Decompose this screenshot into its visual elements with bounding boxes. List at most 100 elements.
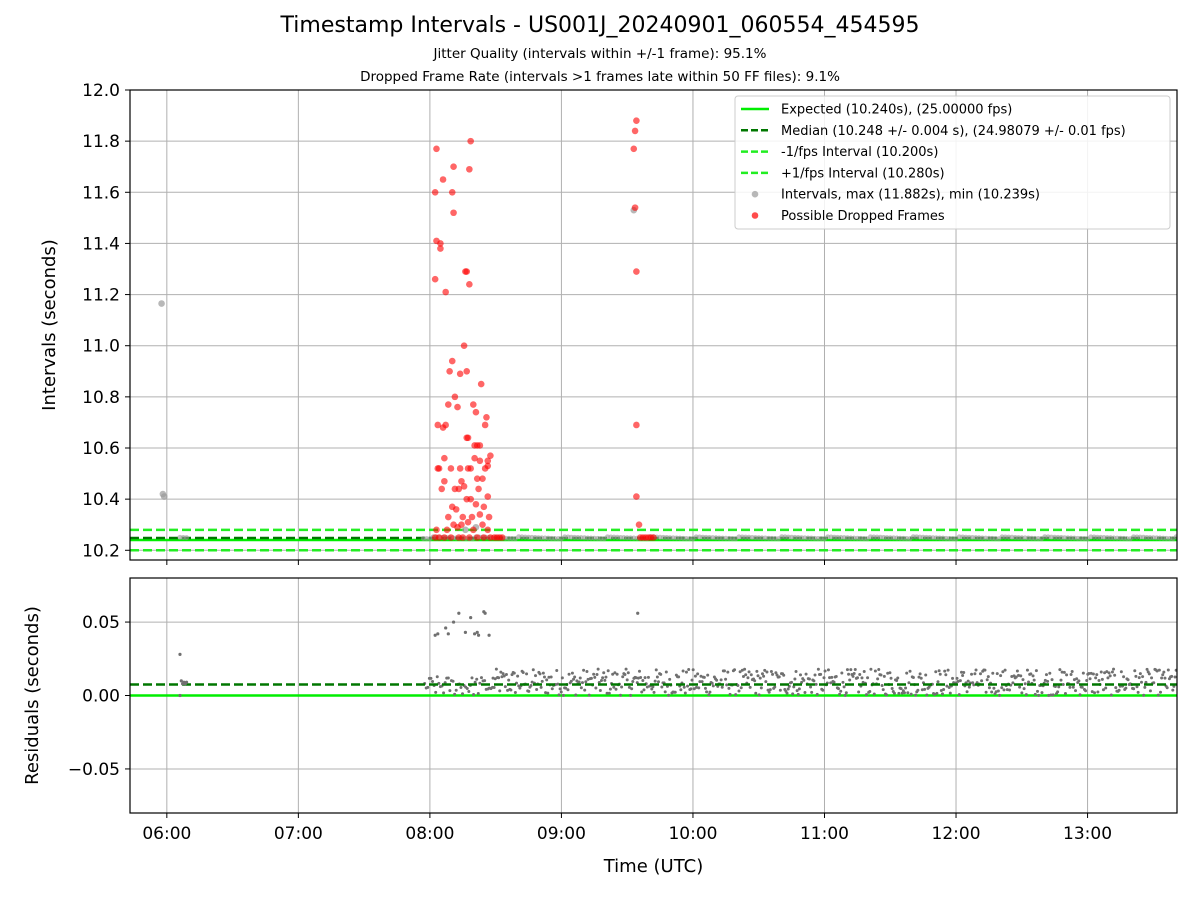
dropped-frame-point	[633, 268, 640, 275]
residual-point	[924, 673, 928, 677]
residual-point	[881, 688, 885, 692]
residual-point	[1142, 693, 1146, 697]
residual-point	[957, 693, 961, 697]
residual-point	[848, 678, 852, 682]
residual-point	[876, 677, 880, 681]
legend-label: Expected (10.240s), (25.00000 fps)	[781, 103, 1012, 118]
residual-point	[686, 684, 690, 688]
residual-point	[1105, 670, 1109, 674]
residual-point	[725, 683, 729, 687]
legend-entry: -1/fps Interval (10.200s)	[741, 145, 938, 160]
axes-frame-intervals	[129, 89, 1178, 561]
residual-point	[426, 685, 430, 689]
residual-point	[762, 674, 766, 678]
residual-point	[753, 679, 757, 683]
residual-point	[967, 685, 971, 689]
residual-point	[889, 676, 893, 680]
residual-point	[864, 693, 868, 697]
residual-point	[798, 673, 802, 677]
residual-point	[809, 685, 813, 689]
residual-point	[823, 669, 827, 673]
residual-point	[516, 674, 520, 678]
residual-point	[626, 671, 630, 675]
residual-point	[437, 681, 441, 685]
residual-point	[178, 652, 182, 656]
residual-point	[453, 692, 457, 696]
residual-point	[974, 668, 978, 672]
residual-point	[907, 681, 911, 685]
residual-point	[1165, 686, 1169, 690]
residual-point	[1044, 673, 1048, 677]
dropped-frame-point	[498, 534, 506, 541]
residual-point	[944, 673, 948, 677]
residual-point	[830, 675, 834, 679]
dropped-frame-point	[435, 534, 443, 541]
residual-point	[597, 680, 601, 684]
residual-point	[872, 692, 876, 696]
residual-point	[1124, 686, 1128, 690]
residual-point	[965, 690, 969, 694]
dropped-frame-point	[437, 245, 444, 252]
residual-point	[812, 679, 816, 683]
residual-point	[604, 675, 608, 679]
residual-point	[556, 682, 560, 686]
dropped-frame-point	[445, 401, 452, 408]
residual-point	[747, 670, 751, 674]
dropped-frame-point	[479, 521, 486, 529]
residual-point	[1110, 670, 1114, 674]
dropped-frame-point	[442, 288, 449, 296]
residual-point	[696, 672, 700, 676]
residual-point	[542, 675, 546, 679]
residual-point	[540, 679, 544, 683]
y-tick-label: 10.8	[82, 388, 120, 408]
residual-point	[1037, 693, 1041, 697]
residual-point	[1070, 669, 1074, 673]
residual-point	[1019, 674, 1023, 678]
residual-point	[549, 675, 553, 679]
residual-point	[911, 676, 915, 680]
residual-point	[882, 674, 886, 678]
residual-point	[757, 693, 761, 697]
residual-point	[1060, 670, 1064, 674]
residual-point	[681, 669, 685, 673]
legend-box	[734, 95, 1171, 230]
dropped-frame-point	[456, 465, 464, 472]
residual-point	[1036, 689, 1040, 693]
residual-point	[461, 692, 465, 696]
residual-point	[755, 669, 759, 673]
residual-point	[584, 680, 588, 684]
residual-point	[888, 671, 892, 675]
residual-point	[434, 690, 438, 694]
dropped-frame-point	[460, 342, 468, 350]
residual-point	[722, 669, 726, 673]
dropped-frame-point	[481, 421, 489, 429]
residual-point	[607, 691, 611, 695]
residual-point	[902, 691, 906, 695]
residual-point	[804, 672, 808, 676]
x-tick-label: 11:00	[800, 824, 849, 844]
residual-point	[499, 670, 503, 674]
residual-point	[727, 686, 731, 690]
x-axis-label: Time (UTC)	[603, 856, 704, 877]
residual-point	[1101, 688, 1105, 692]
x-tick-label: 12:00	[932, 824, 981, 844]
residual-point	[615, 672, 619, 676]
residual-point	[1136, 690, 1140, 694]
residual-point	[646, 675, 650, 679]
residual-point	[446, 632, 450, 636]
residual-point	[992, 686, 996, 690]
dropped-frame-point	[464, 518, 472, 526]
residual-point	[627, 685, 631, 689]
residual-point	[1109, 693, 1113, 697]
dropped-frame-point	[434, 421, 442, 429]
residual-point	[759, 686, 763, 690]
residual-point	[684, 670, 688, 674]
interval-point	[1173, 534, 1177, 540]
residual-point	[184, 680, 189, 684]
residual-point	[1137, 676, 1141, 680]
residual-point	[673, 690, 677, 694]
y-tick-label: 11.4	[82, 234, 120, 254]
residual-point	[683, 691, 687, 695]
residual-point	[733, 668, 737, 672]
